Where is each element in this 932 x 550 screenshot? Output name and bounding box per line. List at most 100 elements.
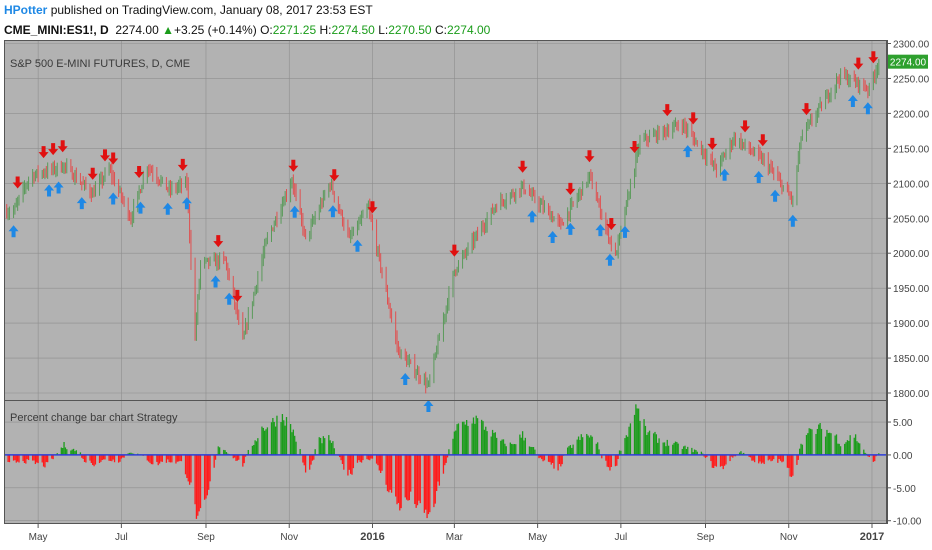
percent-bar [759, 454, 761, 462]
sell-signal-icon [801, 103, 812, 116]
percent-bar [348, 454, 350, 470]
percent-bar [386, 454, 389, 492]
sell-signal-icon [213, 235, 224, 248]
close-value: 2274.00 [446, 23, 491, 37]
percent-bar [657, 442, 659, 455]
percent-bar [588, 437, 591, 455]
percent-bar [351, 454, 353, 475]
percent-bar [223, 449, 225, 455]
y-tick-label: 1900.00 [893, 319, 930, 330]
percent-bar [452, 438, 454, 455]
percent-bar [404, 454, 406, 498]
percent-bar [854, 434, 857, 455]
buy-signal-icon [76, 197, 87, 210]
percent-bar [614, 454, 617, 467]
author-link[interactable]: HPotter [4, 3, 48, 17]
percent-bar [455, 430, 457, 455]
percent-bar [534, 449, 536, 455]
percent-bar [378, 454, 380, 471]
x-tick-label: May [528, 532, 547, 543]
percent-bar [128, 452, 131, 455]
percent-bar [627, 436, 629, 455]
sell-signal-icon [134, 166, 145, 179]
percent-bar [7, 454, 9, 462]
percent-bar [369, 454, 371, 461]
percent-bar [524, 437, 526, 455]
percent-bar [714, 454, 716, 466]
percent-bar [427, 454, 430, 515]
percent-bar [475, 415, 477, 455]
percent-bar [367, 454, 370, 460]
percent-bar [456, 424, 458, 455]
percent-bar [209, 454, 211, 482]
percent-bar [257, 438, 259, 455]
percent-bar [51, 454, 53, 459]
percent-bar [188, 454, 191, 485]
percent-bar [496, 437, 498, 455]
percent-bar [515, 444, 517, 455]
percent-bar [127, 453, 129, 455]
percent-bar [778, 454, 780, 460]
percent-bar [597, 442, 599, 455]
percent-bar [672, 444, 674, 455]
percent-bar [352, 454, 355, 469]
percent-bar [8, 454, 11, 463]
percent-bar [41, 454, 43, 463]
percent-bar [176, 454, 178, 462]
percent-bar [763, 454, 765, 465]
sell-signal-icon [367, 201, 378, 214]
published-text: published on TradingView.com, January 08… [50, 3, 373, 17]
sell-signal-icon [853, 57, 864, 70]
percent-bar [152, 454, 154, 465]
percent-bar [624, 438, 626, 455]
percent-bar [512, 444, 514, 455]
percent-bar [620, 450, 622, 455]
percent-bar [198, 454, 200, 512]
percent-bar [504, 443, 506, 455]
y-tick-label: 5.00 [893, 418, 913, 429]
percent-bar [122, 454, 124, 458]
open-value: 2271.25 [272, 23, 317, 37]
percent-bar [47, 454, 49, 463]
percent-bar [42, 454, 45, 467]
percent-bar [343, 454, 345, 470]
percent-bars [7, 404, 880, 519]
percent-bar [283, 420, 285, 455]
percent-bar [837, 443, 839, 455]
percent-bar [768, 454, 771, 460]
percent-bar [501, 439, 503, 455]
percent-bar [255, 441, 258, 455]
percent-bar [767, 454, 769, 461]
percent-bar [149, 454, 151, 463]
percent-bar [244, 454, 247, 457]
percent-bar [92, 454, 94, 465]
percent-bar [356, 454, 359, 463]
percent-bar [453, 431, 456, 455]
change-up-icon: ▲ [162, 23, 174, 37]
percent-bar [319, 437, 322, 455]
percent-bar [539, 454, 542, 458]
percent-bar [800, 443, 802, 455]
x-tick-label: 2016 [360, 531, 384, 543]
sell-signal-icon [707, 137, 718, 150]
percent-bar [625, 435, 627, 455]
percent-bar [872, 454, 875, 462]
percent-bar [414, 454, 416, 505]
sell-signal-icon [87, 167, 98, 180]
x-tick-label: Nov [280, 532, 298, 543]
percent-bar [788, 454, 790, 469]
percent-bar [560, 454, 562, 467]
buy-signal-icon [162, 202, 173, 215]
percent-bar [591, 436, 593, 455]
percent-bar [848, 440, 850, 455]
percent-bar [846, 440, 849, 455]
percent-bar [254, 440, 256, 455]
buy-signal-icon [224, 292, 235, 305]
buy-signal-icon [862, 102, 873, 115]
percent-bar [434, 454, 436, 504]
percent-bar [577, 436, 580, 455]
percent-bar [175, 454, 177, 464]
percent-bar [799, 448, 801, 455]
x-tick-label: Sep [197, 532, 215, 543]
